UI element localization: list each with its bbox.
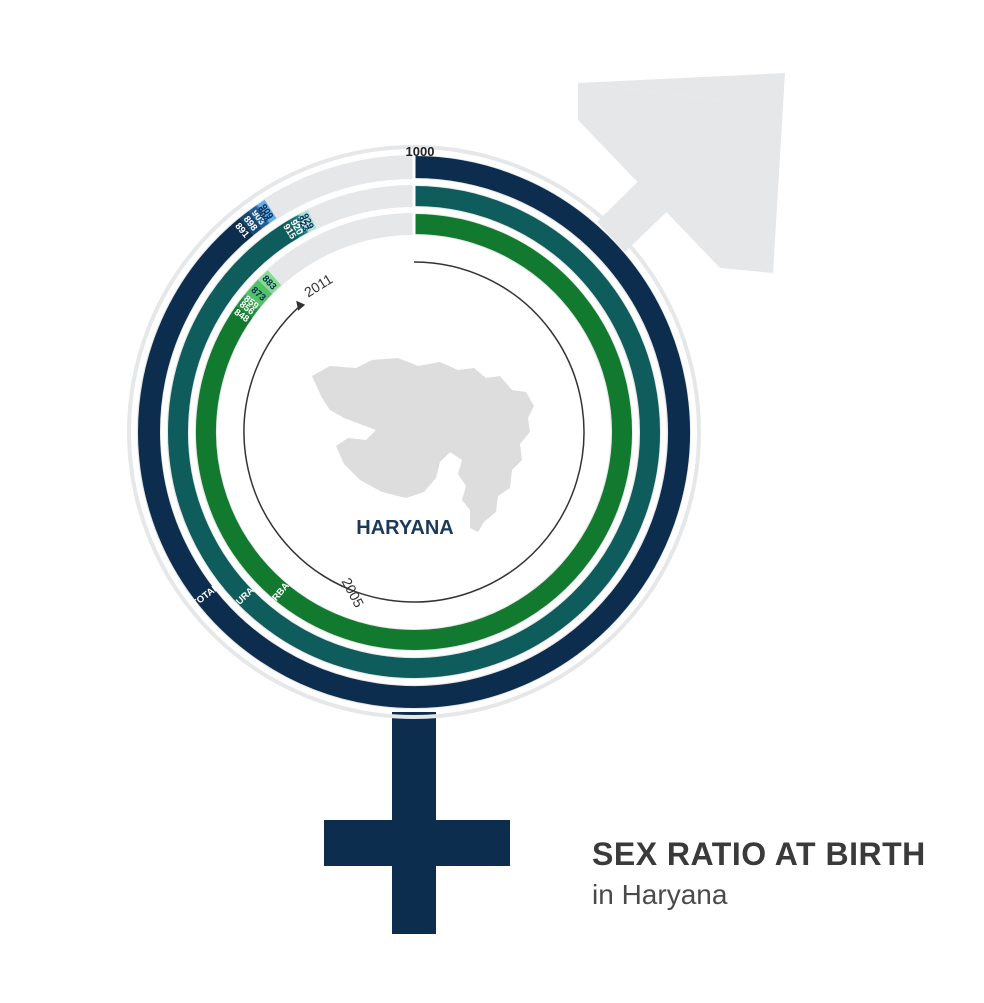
total-ring-base bbox=[138, 156, 690, 708]
rural-segment-929 bbox=[299, 210, 317, 232]
haryana-map-icon bbox=[312, 358, 534, 532]
end-year-label: 2011 bbox=[301, 271, 335, 301]
total-segment-904 bbox=[255, 204, 270, 224]
urban-ring-base bbox=[196, 214, 632, 650]
male-symbol-icon bbox=[578, 73, 785, 273]
total-segment-891 bbox=[231, 218, 254, 242]
urban-segment-848 bbox=[231, 306, 253, 324]
total-segment-898 bbox=[239, 210, 263, 236]
year-timeline-inner-arc bbox=[243, 305, 351, 591]
year-timeline-arrowhead-icon bbox=[296, 300, 306, 311]
urban-segment-883 bbox=[257, 270, 282, 294]
map-label: HARYANA bbox=[356, 517, 453, 539]
rural-segment-920 bbox=[288, 216, 306, 238]
start-year-label: 2005 bbox=[339, 575, 368, 610]
urban-segment-873 bbox=[245, 279, 273, 307]
chart-outer-border bbox=[127, 145, 701, 719]
urban-segment-856 bbox=[236, 297, 259, 318]
rural-segment-922 bbox=[295, 214, 308, 234]
total-segment-909 bbox=[257, 199, 277, 223]
female-symbol-icon bbox=[324, 712, 510, 934]
title-block: SEX RATIO AT BIRTH in Haryana bbox=[592, 836, 926, 911]
year-timeline-arc bbox=[318, 261, 585, 603]
rural-segment-923 bbox=[298, 214, 309, 233]
rural-segment-915 bbox=[280, 220, 300, 242]
total-segment-903 bbox=[248, 205, 269, 229]
chart-subtitle: in Haryana bbox=[592, 879, 728, 910]
rural-ring-base bbox=[168, 186, 660, 678]
rings-group bbox=[136, 154, 691, 709]
year-timeline bbox=[243, 261, 585, 603]
urban-segment-859 bbox=[242, 294, 261, 310]
chart-title: SEX RATIO AT BIRTH bbox=[592, 836, 926, 872]
max-value-label: 1000 bbox=[406, 144, 435, 159]
